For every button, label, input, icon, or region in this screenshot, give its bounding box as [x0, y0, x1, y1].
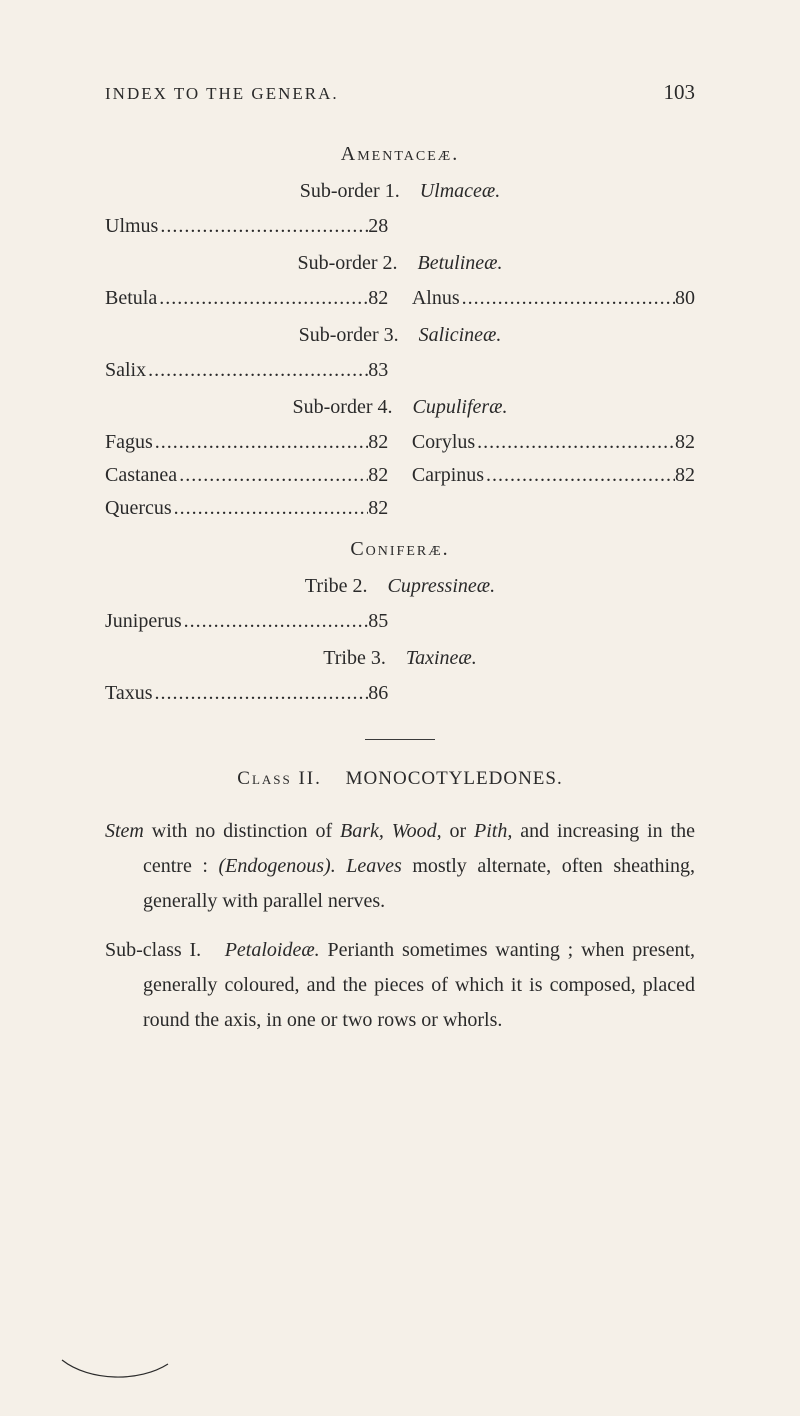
entry-left: Fagus ..................................… — [105, 431, 388, 454]
genus: Fagus — [105, 431, 153, 454]
genus: Ulmus — [105, 215, 158, 238]
divider-rule — [365, 739, 435, 740]
entry-right-empty — [412, 682, 695, 705]
suborder-3-heading: Sub-order 3. Salicineæ. — [105, 324, 695, 347]
entry-row: Ulmus ..................................… — [105, 215, 695, 238]
page-ref: 82 — [368, 497, 388, 520]
class-label: Class II. — [237, 768, 322, 789]
class-name: MONOCOTYLEDONES. — [346, 768, 563, 789]
entry-row: Salix ..................................… — [105, 359, 695, 382]
suborder-1-name: Ulmaceæ. — [420, 180, 501, 202]
para1-text: or — [442, 820, 474, 842]
tribe-2-label: Tribe 2. — [305, 575, 368, 597]
suborder-1-label: Sub-order 1. — [300, 180, 400, 202]
suborder-1-heading: Sub-order 1. Ulmaceæ. — [105, 180, 695, 203]
genus: Carpinus — [412, 464, 484, 487]
class-paragraph-2: Sub-class I. Petaloideæ. Perianth someti… — [105, 933, 695, 1038]
leader-dots: ........................................… — [172, 497, 369, 520]
page-curl-mark — [60, 1358, 170, 1384]
family-title-amentaceae: Amentaceæ. — [105, 143, 695, 166]
suborder-3-label: Sub-order 3. — [299, 324, 399, 346]
tribe-2-heading: Tribe 2. Cupressineæ. — [105, 575, 695, 598]
entry-right: Carpinus ...............................… — [412, 464, 695, 487]
tribe-3-label: Tribe 3. — [323, 647, 386, 669]
entry-left: Taxus ..................................… — [105, 682, 388, 705]
suborder-4-label: Sub-order 4. — [293, 396, 393, 418]
family-title-coniferae: Coniferæ. — [105, 538, 695, 561]
page-ref: 82 — [368, 464, 388, 487]
tribe-2-name: Cupressineæ. — [388, 575, 496, 597]
leader-dots: ........................................… — [152, 682, 368, 705]
suborder-4-name: Cupuliferæ. — [412, 396, 507, 418]
entry-right-empty — [412, 359, 695, 382]
entry-left: Juniperus ..............................… — [105, 610, 388, 633]
entry-row: Betula .................................… — [105, 287, 695, 310]
genus: Salix — [105, 359, 146, 382]
para1-italic: Pith, — [474, 820, 512, 842]
leader-dots: ........................................… — [475, 431, 675, 454]
entry-left: Salix ..................................… — [105, 359, 388, 382]
para1-text — [336, 855, 347, 877]
leader-dots: ........................................… — [484, 464, 675, 487]
entry-right: Corylus ................................… — [412, 431, 695, 454]
leader-dots: ........................................… — [177, 464, 368, 487]
suborder-3-name: Salicineæ. — [419, 324, 502, 346]
para1-text: with no distinction of — [144, 820, 340, 842]
page-header: INDEX TO THE GENERA. 103 — [105, 80, 695, 105]
genus: Alnus — [412, 287, 460, 310]
leader-dots: ........................................… — [146, 359, 368, 382]
entry-row: Juniperus ..............................… — [105, 610, 695, 633]
leader-dots: ........................................… — [158, 215, 368, 238]
page-ref: 82 — [675, 431, 695, 454]
page-ref: 28 — [368, 215, 388, 238]
genus: Quercus — [105, 497, 172, 520]
running-head: INDEX TO THE GENERA. — [105, 84, 339, 104]
genus: Juniperus — [105, 610, 182, 633]
genus: Castanea — [105, 464, 177, 487]
entry-right: Alnus ..................................… — [412, 287, 695, 310]
page-ref: 83 — [368, 359, 388, 382]
page-ref: 86 — [368, 682, 388, 705]
suborder-2-label: Sub-order 2. — [298, 252, 398, 274]
entry-left: Quercus ................................… — [105, 497, 388, 520]
tribe-3-name: Taxineæ. — [406, 647, 477, 669]
page-ref: 85 — [368, 610, 388, 633]
entry-right-empty — [412, 215, 695, 238]
page-number: 103 — [664, 80, 696, 105]
page-ref: 80 — [675, 287, 695, 310]
entry-row: Quercus ................................… — [105, 497, 695, 520]
entry-left: Castanea ...............................… — [105, 464, 388, 487]
leader-dots: ........................................… — [157, 287, 368, 310]
entry-row: Taxus ..................................… — [105, 682, 695, 705]
class-paragraph-1: Stem with no distinction of Bark, Wood, … — [105, 814, 695, 919]
para1-italic: (Endogenous). — [219, 855, 336, 877]
para2-italic: Petaloideæ. — [225, 939, 320, 961]
leader-dots: ........................................… — [460, 287, 675, 310]
para1-italic: Leaves — [346, 855, 402, 877]
genus: Taxus — [105, 682, 152, 705]
entry-row: Castanea ...............................… — [105, 464, 695, 487]
entry-left: Betula .................................… — [105, 287, 388, 310]
suborder-4-heading: Sub-order 4. Cupuliferæ. — [105, 396, 695, 419]
entry-row: Fagus ..................................… — [105, 431, 695, 454]
suborder-2-name: Betulineæ. — [418, 252, 503, 274]
genus: Corylus — [412, 431, 475, 454]
class-heading: Class II. MONOCOTYLEDONES. — [105, 768, 695, 790]
suborder-2-heading: Sub-order 2. Betulineæ. — [105, 252, 695, 275]
entry-left: Ulmus ..................................… — [105, 215, 388, 238]
entry-right-empty — [412, 497, 695, 520]
entry-right-empty — [412, 610, 695, 633]
page-ref: 82 — [368, 287, 388, 310]
para1-lead: Stem — [105, 820, 144, 842]
para1-italic: Bark, Wood, — [340, 820, 442, 842]
page-ref: 82 — [368, 431, 388, 454]
tribe-3-heading: Tribe 3. Taxineæ. — [105, 647, 695, 670]
genus: Betula — [105, 287, 157, 310]
page-ref: 82 — [675, 464, 695, 487]
leader-dots: ........................................… — [153, 431, 368, 454]
leader-dots: ........................................… — [182, 610, 369, 633]
para2-lead: Sub-class I. — [105, 939, 201, 961]
